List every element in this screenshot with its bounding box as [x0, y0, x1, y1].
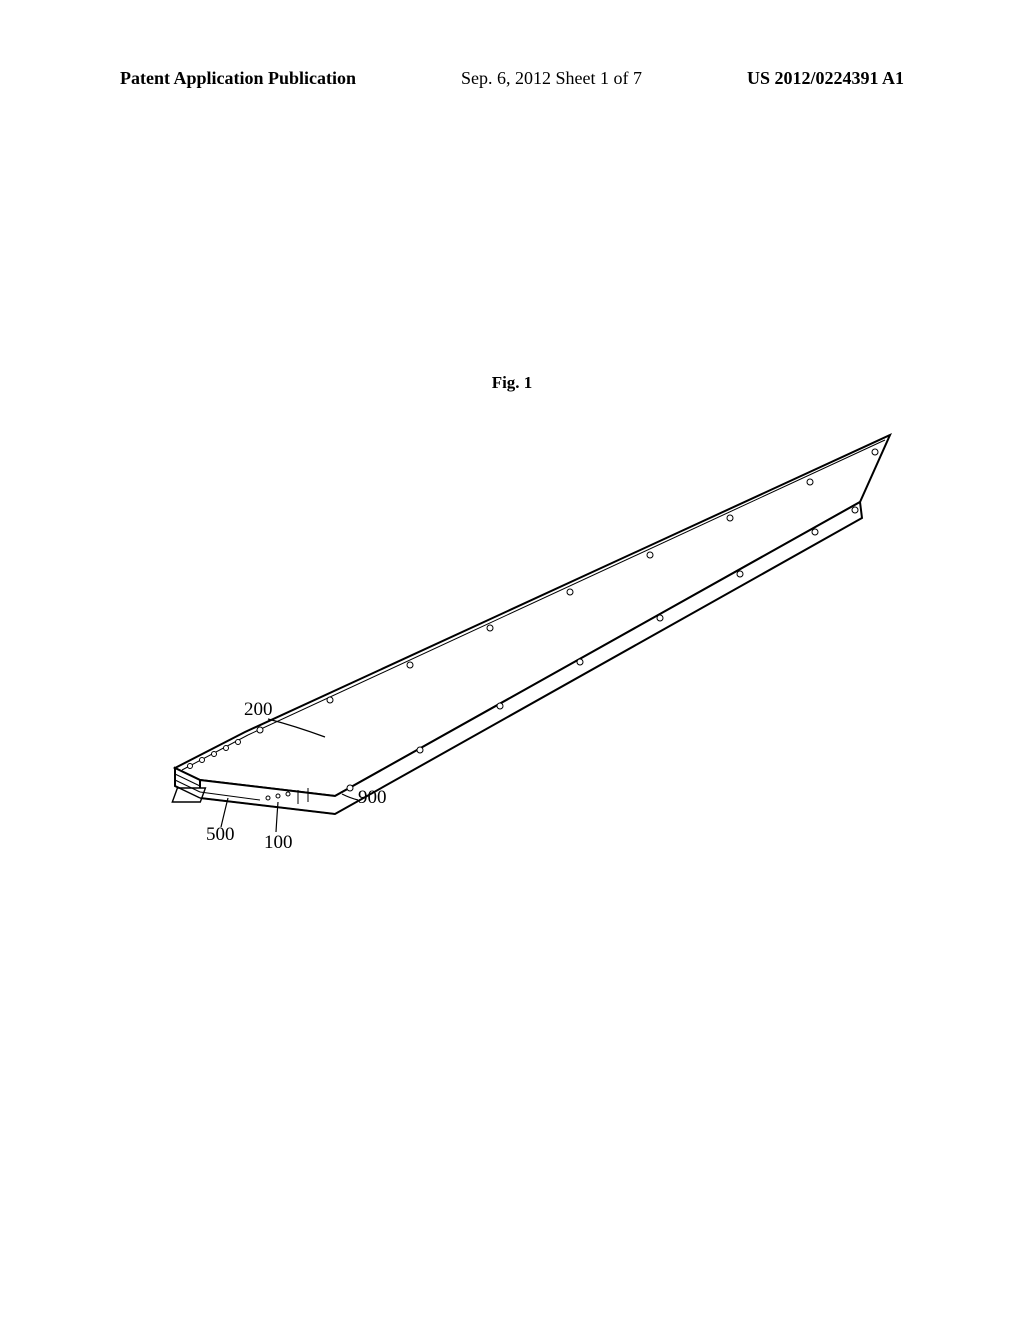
screw-hole [647, 552, 653, 558]
screw-hole [807, 479, 813, 485]
screw-hole [212, 752, 217, 757]
screw-hole [567, 589, 573, 595]
screw-hole [657, 615, 663, 621]
screw-hole [200, 758, 205, 763]
header-left-text: Patent Application Publication [120, 68, 356, 89]
ref-100: 100 [264, 832, 293, 853]
screw-hole [188, 764, 193, 769]
ref-200: 200 [244, 699, 273, 720]
screw-hole [487, 625, 493, 631]
figure-label: Fig. 1 [492, 373, 533, 393]
patent-drawing: 200 900 500 100 [120, 410, 904, 890]
header-center-text: Sep. 6, 2012 Sheet 1 of 7 [461, 68, 642, 89]
screw-hole [577, 659, 583, 665]
panel-group [172, 435, 890, 814]
screw-hole [497, 703, 503, 709]
screw-hole [347, 785, 353, 791]
screw-hole [236, 740, 241, 745]
drawing-svg: 200 900 500 100 [120, 410, 904, 890]
screw-hole [812, 529, 818, 535]
screw-hole [257, 727, 263, 733]
header-right-text: US 2012/0224391 A1 [747, 68, 904, 89]
screw-hole [852, 507, 858, 513]
panel-top-surface [175, 435, 890, 796]
ref-500: 500 [206, 824, 235, 845]
screw-hole [224, 746, 229, 751]
page-header: Patent Application Publication Sep. 6, 2… [0, 68, 1024, 89]
ref-900: 900 [358, 787, 387, 808]
screw-hole [872, 449, 878, 455]
screw-hole [417, 747, 423, 753]
screw-hole [737, 571, 743, 577]
screw-hole [727, 515, 733, 521]
screw-hole [327, 697, 333, 703]
screw-hole [407, 662, 413, 668]
leader-500 [221, 798, 228, 827]
